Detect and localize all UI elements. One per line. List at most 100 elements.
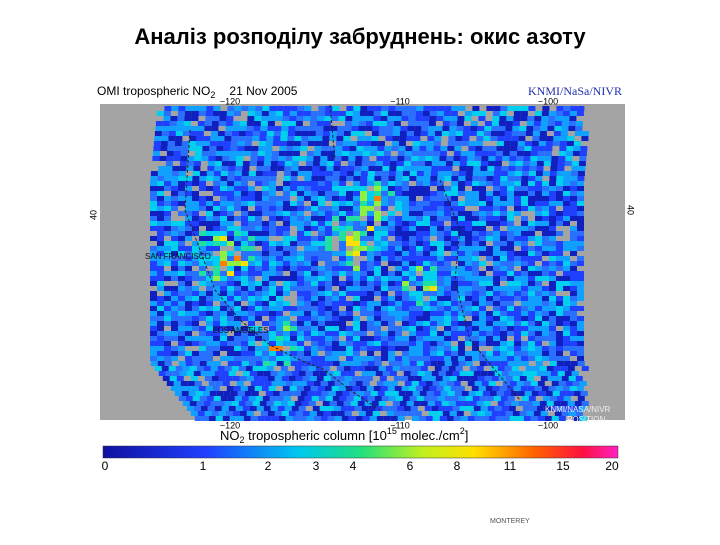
map-cell [479,286,486,291]
map-cell [514,231,521,236]
map-cell [322,401,330,406]
map-cell [423,316,430,321]
map-cell [507,281,514,286]
label-name: NO [220,428,240,443]
map-cell [157,236,164,241]
map-cell [255,336,262,341]
map-cell [439,151,447,156]
map-cell [437,231,444,236]
map-cell [179,371,187,376]
heading-date: 21 Nov 2005 [229,84,297,98]
map-cell [416,221,423,226]
map-cell [297,326,304,331]
map-cell [459,371,467,376]
map-cell [571,161,579,166]
map-cell [374,176,382,181]
map-cell [500,191,507,196]
map-cell [549,346,556,351]
map-cell [374,191,381,196]
map-cell [262,306,269,311]
map-cell [220,306,227,311]
map-cell [213,306,220,311]
map-cell [360,206,367,211]
map-cell [326,406,334,411]
map-cell [494,406,502,411]
map-cell [575,376,583,381]
map-cell [388,336,395,341]
map-cell [402,396,410,401]
map-cell [184,116,192,121]
map-cell [236,151,244,156]
map-cell [364,401,372,406]
map-cell [229,416,237,421]
map-cell [542,291,549,296]
map-cell [474,381,482,386]
map-cell [178,286,185,291]
map-cell [458,206,465,211]
map-cell [353,331,360,336]
map-cell [325,266,332,271]
map-cell [287,131,295,136]
map-cell [346,226,353,231]
map-cell [199,106,207,111]
map-cell [503,391,511,396]
map-cell [164,171,172,176]
map-cell [514,236,521,241]
map-cell [318,171,326,176]
map-cell [384,391,392,396]
map-cell [290,256,297,261]
map-cell [318,216,325,221]
map-cell [558,416,566,421]
map-cell [444,196,451,201]
map-cell [486,396,494,401]
map-cell [399,366,407,371]
map-cell [504,366,512,371]
map-cell [185,341,192,346]
map-cell [374,181,381,186]
map-cell [234,196,241,201]
map-cell [570,321,577,326]
map-cell [239,121,247,126]
map-cell [318,191,325,196]
map-cell [234,286,241,291]
map-cell [472,251,479,256]
map-cell [577,316,584,321]
map-cell [472,351,479,356]
map-cell [217,401,225,406]
map-cell [565,381,573,386]
map-cell [496,146,504,151]
map-cell [318,321,325,326]
map-cell [416,276,423,281]
map-cell [164,176,172,181]
map-cell [171,296,178,301]
map-cell [395,341,402,346]
map-cell [556,241,563,246]
map-cell [164,261,171,266]
map-cell [242,166,250,171]
map-cell [256,371,264,376]
map-cell [269,276,276,281]
map-cell [537,381,545,386]
map-cell [570,181,577,186]
map-cell [318,286,325,291]
map-cell [171,286,178,291]
map-cell [332,196,339,201]
map-cell [556,296,563,301]
map-cell [168,366,176,371]
map-cell [447,146,455,151]
map-cell [232,126,240,131]
map-cell [499,116,507,121]
map-cell [247,386,255,391]
map-cell [353,276,360,281]
map-cell [402,271,409,276]
slide-title: Аналіз розподілу забруднень: окис азоту [134,24,586,49]
map-cell [482,391,490,396]
map-cell [182,131,190,136]
map-cell [369,151,377,156]
map-cell [458,216,465,221]
map-cell [556,261,563,266]
map-cell [325,326,332,331]
map-cell [157,221,164,226]
map-cell [334,156,342,161]
map-cell [318,281,325,286]
